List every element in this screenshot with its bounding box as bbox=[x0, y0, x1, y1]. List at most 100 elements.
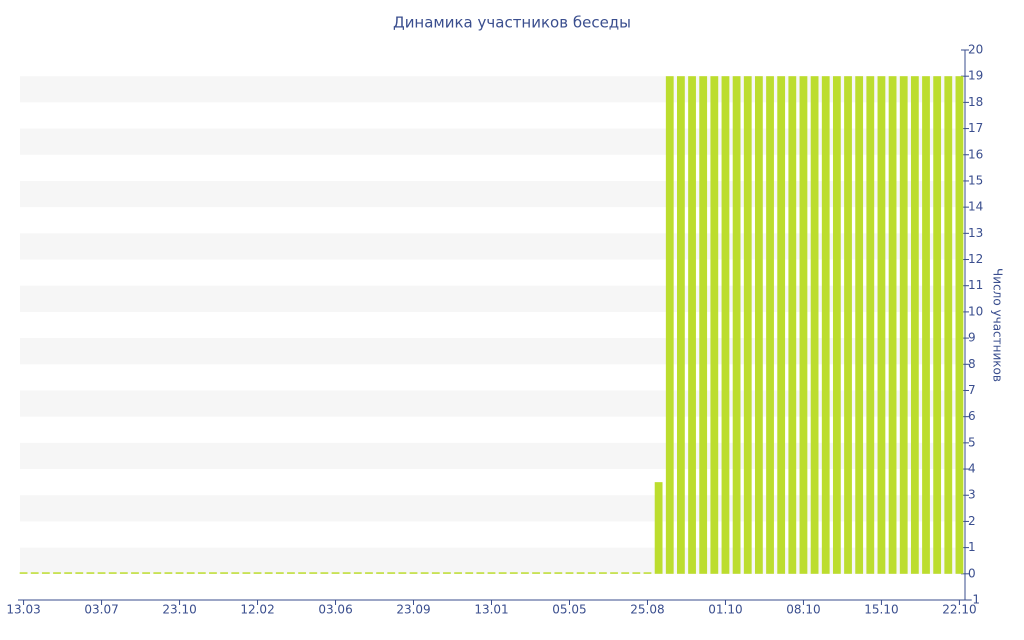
y-axis-label: Число участников bbox=[991, 268, 1005, 382]
bar bbox=[576, 572, 585, 574]
bar bbox=[955, 76, 964, 574]
bar bbox=[476, 572, 485, 574]
bar bbox=[186, 572, 195, 574]
bar bbox=[599, 572, 607, 574]
bar bbox=[910, 76, 919, 574]
y-tick-label: 11 bbox=[968, 278, 983, 292]
bar bbox=[75, 572, 84, 574]
y-tick-label: 2 bbox=[968, 514, 976, 528]
x-tick-label: 13.03 bbox=[6, 603, 40, 617]
y-tick-label: 20 bbox=[968, 43, 983, 57]
bar bbox=[844, 76, 852, 574]
bar bbox=[387, 572, 396, 574]
grid-band bbox=[20, 442, 963, 470]
bar bbox=[777, 76, 786, 574]
bar bbox=[220, 572, 229, 574]
bar bbox=[933, 76, 942, 574]
bar bbox=[532, 572, 540, 574]
y-tick-label: 12 bbox=[968, 252, 983, 266]
y-tick-label: 7 bbox=[968, 383, 976, 397]
bar bbox=[922, 76, 930, 574]
y-tick-label: -1 bbox=[968, 593, 980, 607]
bar bbox=[788, 76, 797, 574]
bar bbox=[287, 572, 295, 574]
bar bbox=[331, 572, 340, 574]
bar bbox=[587, 572, 596, 574]
bar bbox=[209, 572, 217, 574]
bar bbox=[108, 572, 117, 574]
bar bbox=[309, 572, 318, 574]
chart-title: Динамика участников беседы bbox=[393, 14, 631, 32]
bar bbox=[565, 572, 574, 574]
bar bbox=[944, 76, 953, 574]
bar bbox=[543, 572, 552, 574]
y-tick-label: 15 bbox=[968, 173, 983, 187]
bar bbox=[376, 572, 384, 574]
bar bbox=[431, 572, 440, 574]
bar bbox=[632, 572, 641, 574]
x-tick-label: 23.10 bbox=[162, 603, 196, 617]
bar bbox=[610, 572, 618, 574]
bar bbox=[654, 482, 663, 574]
bar bbox=[688, 76, 696, 574]
y-tick-label: 6 bbox=[968, 409, 976, 423]
bar bbox=[710, 76, 719, 574]
x-tick-label: 12.02 bbox=[240, 603, 274, 617]
x-tick-label: 15.10 bbox=[864, 603, 898, 617]
bar bbox=[253, 572, 262, 574]
bar bbox=[498, 572, 507, 574]
bar bbox=[855, 76, 864, 574]
bar bbox=[487, 572, 496, 574]
y-tick-label: 13 bbox=[968, 226, 983, 240]
x-tick-label: 23.09 bbox=[396, 603, 430, 617]
bar bbox=[197, 572, 206, 574]
x-tick-label: 13.01 bbox=[474, 603, 508, 617]
grid-band bbox=[20, 285, 963, 312]
y-tick-label: 10 bbox=[968, 304, 983, 318]
bar bbox=[877, 76, 886, 574]
bar bbox=[677, 76, 685, 574]
bar bbox=[554, 572, 563, 574]
grid-band bbox=[20, 547, 963, 574]
y-tick-label: 14 bbox=[968, 200, 983, 214]
x-tick-label: 25.08 bbox=[630, 603, 664, 617]
bar bbox=[131, 572, 139, 574]
y-tick-label: 8 bbox=[968, 357, 976, 371]
grid-band bbox=[20, 76, 963, 103]
bar bbox=[732, 76, 741, 574]
bar bbox=[119, 572, 128, 574]
x-tick-label: 08.10 bbox=[786, 603, 820, 617]
bar bbox=[64, 572, 73, 574]
y-tick-label: 5 bbox=[968, 435, 976, 449]
x-tick-label: 22.10 bbox=[942, 603, 976, 617]
bar bbox=[743, 76, 752, 574]
grid-band bbox=[20, 128, 963, 155]
bar bbox=[41, 572, 50, 574]
bar bbox=[899, 76, 908, 574]
bar bbox=[888, 76, 897, 574]
grid-band bbox=[20, 233, 963, 260]
bar bbox=[86, 572, 95, 574]
bar bbox=[398, 572, 407, 574]
bar bbox=[30, 572, 39, 574]
bar bbox=[153, 572, 162, 574]
bar bbox=[264, 572, 273, 574]
grid-band bbox=[20, 338, 963, 365]
bar bbox=[521, 572, 529, 574]
bar bbox=[320, 572, 329, 574]
bar bbox=[799, 76, 808, 574]
bar bbox=[699, 76, 708, 574]
bar bbox=[454, 572, 462, 574]
y-tick-label: 17 bbox=[968, 121, 983, 135]
grid-band bbox=[20, 390, 963, 417]
x-tick-label: 03.06 bbox=[318, 603, 352, 617]
grid-band bbox=[20, 495, 963, 522]
bar bbox=[866, 76, 875, 574]
y-tick-label: 9 bbox=[968, 331, 976, 345]
bar bbox=[443, 572, 451, 574]
bar bbox=[97, 572, 106, 574]
bar bbox=[420, 572, 429, 574]
y-tick-label: 18 bbox=[968, 95, 983, 109]
bar bbox=[365, 572, 373, 574]
